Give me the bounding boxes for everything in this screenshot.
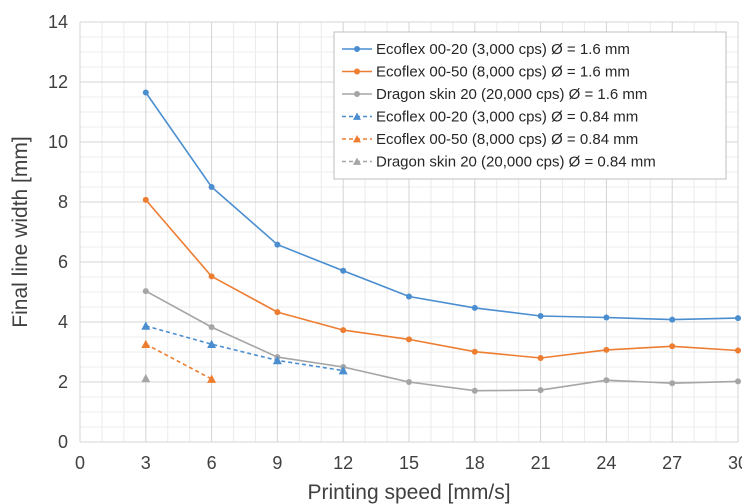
legend-label: Ecoflex 00-50 (8,000 cps) Ø = 0.84 mm — [376, 131, 638, 148]
series-marker-circle — [340, 327, 347, 334]
series-marker-circle — [669, 316, 676, 323]
series-marker-circle — [537, 387, 544, 394]
series-marker-circle — [142, 89, 149, 96]
series-marker-circle — [406, 293, 412, 300]
series-marker-circle — [735, 315, 741, 322]
series-marker-circle — [603, 377, 610, 384]
series-group — [142, 288, 741, 394]
y-axis-title: Final line width [mm] — [9, 136, 32, 327]
series-line — [145, 199, 739, 359]
series-marker-triangle — [207, 374, 217, 383]
series-line — [145, 290, 739, 392]
series-marker-circle — [669, 343, 676, 350]
x-tick-label: 0 — [75, 453, 85, 473]
series-marker-circle — [735, 347, 741, 354]
legend-entry: Dragon skin 20 (20,000 cps) Ø = 1.6 mm — [342, 86, 647, 103]
legend-label: Ecoflex 00-20 (3,000 cps) Ø = 1.6 mm — [376, 41, 630, 58]
series-marker-circle — [274, 309, 281, 316]
legend-entry: Ecoflex 00-20 (3,000 cps) Ø = 1.6 mm — [342, 41, 630, 58]
series-line — [145, 325, 344, 372]
x-tick-label: 6 — [207, 453, 217, 473]
plot-area — [141, 89, 741, 394]
series-line — [145, 92, 739, 321]
y-tick-label: 6 — [58, 252, 68, 272]
legend-entry: Ecoflex 00-20 (3,000 cps) Ø = 0.84 mm — [342, 109, 638, 126]
x-tick-label: 12 — [333, 453, 353, 473]
x-tick-label: 27 — [662, 453, 682, 473]
series-marker-circle — [471, 348, 478, 355]
series-marker-circle — [354, 91, 360, 97]
x-tick-label: 24 — [596, 453, 616, 473]
series-marker-circle — [274, 241, 281, 248]
series-marker-triangle — [141, 321, 151, 330]
series-marker-circle — [471, 387, 478, 394]
series-marker-circle — [406, 379, 412, 385]
legend-label: Dragon skin 20 (20,000 cps) Ø = 0.84 mm — [376, 154, 656, 171]
x-tick-label: 21 — [531, 453, 551, 473]
series-marker-circle — [354, 46, 360, 52]
series-marker-triangle — [338, 366, 348, 375]
legend-label: Ecoflex 00-50 (8,000 cps) Ø = 1.6 mm — [376, 64, 630, 81]
y-tick-label: 14 — [48, 12, 68, 32]
y-tick-label: 0 — [58, 432, 68, 452]
legend-entry: Ecoflex 00-50 (8,000 cps) Ø = 0.84 mm — [342, 131, 638, 148]
series-marker-circle — [406, 336, 412, 343]
y-tick-label: 4 — [58, 312, 68, 332]
series-marker-triangle — [353, 135, 361, 143]
series-group — [142, 89, 741, 323]
series-marker-circle — [669, 380, 676, 387]
legend-box — [333, 31, 727, 180]
series-group — [141, 339, 217, 383]
x-tick-label: 3 — [141, 453, 151, 473]
series-marker-circle — [354, 68, 360, 75]
y-tick-label: 8 — [58, 192, 68, 212]
series-marker-circle — [208, 184, 215, 190]
x-tick-label: 30 — [728, 453, 742, 473]
series-marker-triangle — [141, 339, 151, 349]
series-marker-circle — [208, 324, 215, 331]
series-marker-triangle — [353, 112, 361, 120]
series-group — [142, 196, 741, 361]
y-tick-label: 2 — [58, 372, 68, 392]
series-marker-circle — [208, 273, 215, 280]
series-group — [141, 321, 348, 375]
series-marker-circle — [142, 288, 149, 295]
series-marker-circle — [340, 267, 347, 274]
series-marker-triangle — [141, 373, 151, 383]
x-axis-title: Printing speed [mm/s] — [307, 481, 510, 504]
legend-entry: Dragon skin 20 (20,000 cps) Ø = 0.84 mm — [342, 154, 656, 171]
series-marker-circle — [142, 196, 149, 203]
axes: 03691215182124273002468101214 — [48, 12, 742, 473]
series-marker-circle — [537, 313, 544, 319]
series-marker-circle — [735, 378, 741, 385]
y-tick-label: 12 — [48, 72, 68, 92]
legend-label: Dragon skin 20 (20,000 cps) Ø = 1.6 mm — [376, 86, 647, 103]
legend-entry: Ecoflex 00-50 (8,000 cps) Ø = 1.6 mm — [342, 64, 630, 81]
series-marker-triangle — [272, 355, 282, 365]
series-marker-triangle — [353, 157, 361, 165]
y-tick-label: 10 — [48, 132, 68, 152]
x-tick-label: 15 — [399, 453, 419, 473]
series-marker-triangle — [207, 339, 217, 349]
x-tick-label: 9 — [272, 453, 282, 473]
series-marker-circle — [603, 346, 610, 353]
series-marker-circle — [537, 355, 544, 361]
series-marker-circle — [603, 314, 610, 321]
legend: Ecoflex 00-20 (3,000 cps) Ø = 1.6 mm Ecof… — [333, 31, 727, 180]
series-group — [141, 373, 151, 383]
legend-label: Ecoflex 00-20 (3,000 cps) Ø = 0.84 mm — [376, 109, 638, 126]
series-line — [145, 343, 212, 380]
x-tick-label: 18 — [465, 453, 485, 473]
series-marker-circle — [471, 304, 478, 311]
